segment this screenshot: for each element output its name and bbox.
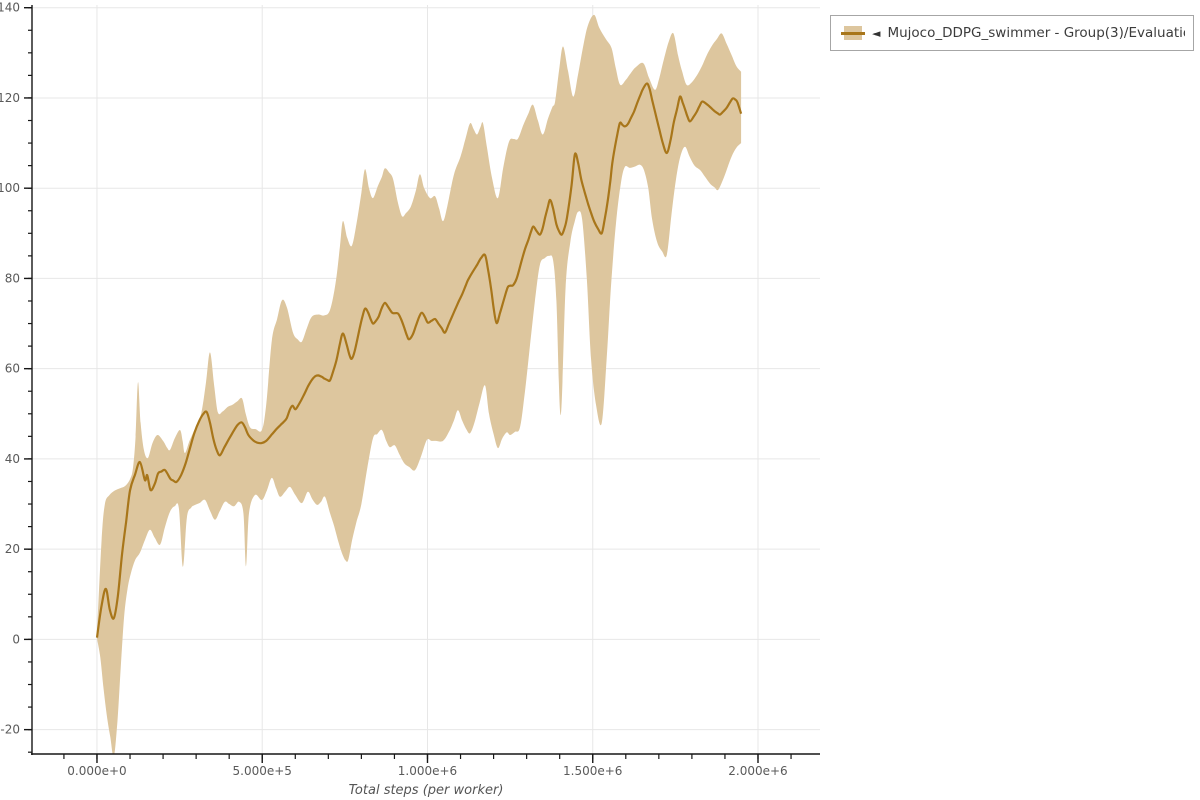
- x-tick-label: 2.000e+6: [728, 764, 787, 778]
- y-tick-label: 20: [5, 542, 20, 556]
- x-axis-title: Total steps (per worker): [349, 783, 504, 798]
- y-tick-label: 100: [0, 181, 20, 195]
- x-tick-label: 1.000e+6: [398, 764, 457, 778]
- series-swatch-icon: [841, 25, 865, 41]
- x-tick-label: 0.000e+0: [67, 764, 126, 778]
- y-tick-label: 0: [12, 632, 20, 646]
- series-line: [95, 82, 743, 638]
- y-tick-label: 120: [0, 91, 20, 105]
- y-tick-label: 40: [5, 452, 20, 466]
- line-swatch: [841, 31, 865, 35]
- y-tick-label: 140: [0, 1, 20, 15]
- legend-collapse-icon[interactable]: ◄: [872, 26, 881, 40]
- y-tick-label: -20: [0, 723, 20, 737]
- legend-box[interactable]: ◄ Mujoco_DDPG_swimmer - Group(3)/Evaluat…: [830, 15, 1194, 51]
- y-tick-label: 60: [5, 362, 20, 376]
- y-tick-label: 80: [5, 271, 20, 285]
- legend-series-label: Mujoco_DDPG_swimmer - Group(3)/Evaluatio…: [887, 25, 1185, 41]
- axes: 0.000e+0 5.000e+5 1.000e+6 1.500e+6 2.000e+6…: [0, 1, 820, 798]
- confidence-band: [97, 14, 742, 754]
- x-tick-label: 1.500e+6: [563, 764, 622, 778]
- x-tick-label: 5.000e+5: [233, 764, 292, 778]
